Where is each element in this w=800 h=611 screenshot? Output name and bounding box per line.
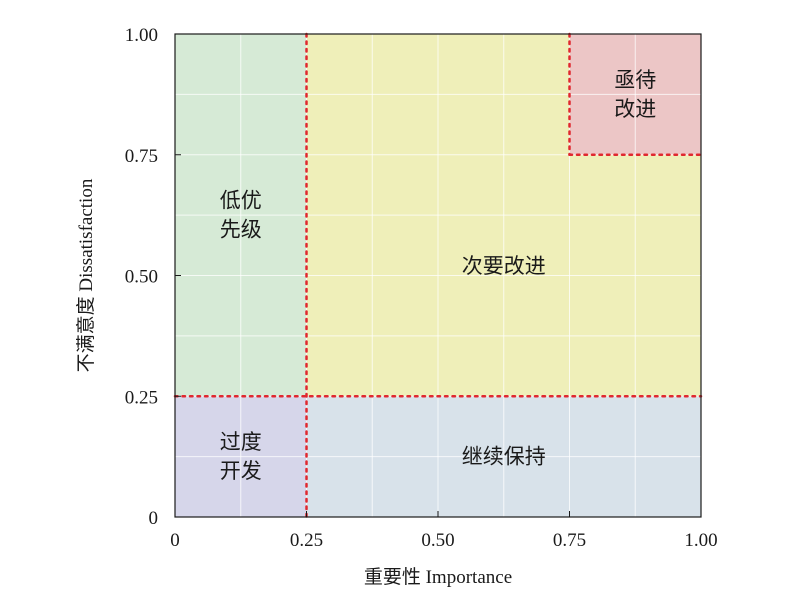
region-label-over-development: 开发 <box>220 459 262 483</box>
y-tick-label: 0 <box>149 508 159 529</box>
y-tick-label: 1.00 <box>125 25 158 46</box>
region-label-urgent-improvement: 亟待 <box>614 68 656 92</box>
x-tick-label: 1.00 <box>684 530 717 551</box>
x-tick-label: 0 <box>170 530 180 551</box>
x-tick-label: 0.75 <box>553 530 586 551</box>
y-tick-label: 0.50 <box>125 267 158 288</box>
y-tick-label: 0.75 <box>125 146 158 167</box>
region-label-over-development: 过度 <box>220 430 262 454</box>
x-tick-label: 0.50 <box>421 530 454 551</box>
region-label-low-priority: 低优 <box>220 189 262 213</box>
region-label-minor-improvement: 次要改进 <box>462 254 546 278</box>
x-tick-label: 0.25 <box>290 530 323 551</box>
tick-layer: 0 0.25 0.50 0.75 1.00 0 0.25 0.50 0.75 1.00 <box>125 25 718 551</box>
divider-layer <box>173 32 703 519</box>
y-axis-label: 不满意度 Dissatisfaction <box>75 178 97 372</box>
region-label-keep-maintaining: 继续保持 <box>462 445 546 469</box>
x-axis-label: 重要性 Importance <box>364 566 512 588</box>
y-tick-label: 0.25 <box>125 387 158 408</box>
region-label-low-priority: 先级 <box>220 218 262 242</box>
region-label-urgent-improvement: 改进 <box>614 97 656 121</box>
